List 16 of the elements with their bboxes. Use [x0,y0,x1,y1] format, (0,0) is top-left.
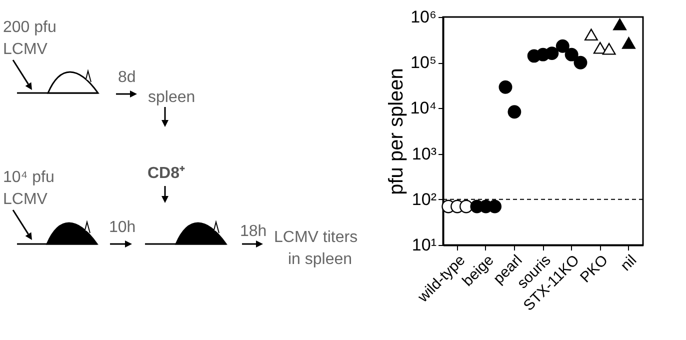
x-tick-label: nil [617,252,640,274]
text: 200 pfu LCMV [3,19,56,58]
text: 8d [118,69,136,86]
text: 10h [109,219,136,236]
text: spleen [148,89,196,106]
text: 10⁴ pfu LCMV [3,169,54,208]
y-tick-label: 10⁵ [410,53,436,72]
text: 18h [240,223,267,240]
y-tick-label: 10⁶ [410,8,436,26]
y-tick-label: 10⁴ [410,98,436,118]
y-axis-title: pfu per spleen [385,68,408,195]
y-tick-label: 10³ [412,144,437,164]
y-tick-label: 10¹ [412,236,437,254]
text: CD8⁺ [147,165,186,182]
text: LCMV titers in spleen [274,229,358,268]
y-tick-label: 10² [412,190,437,209]
